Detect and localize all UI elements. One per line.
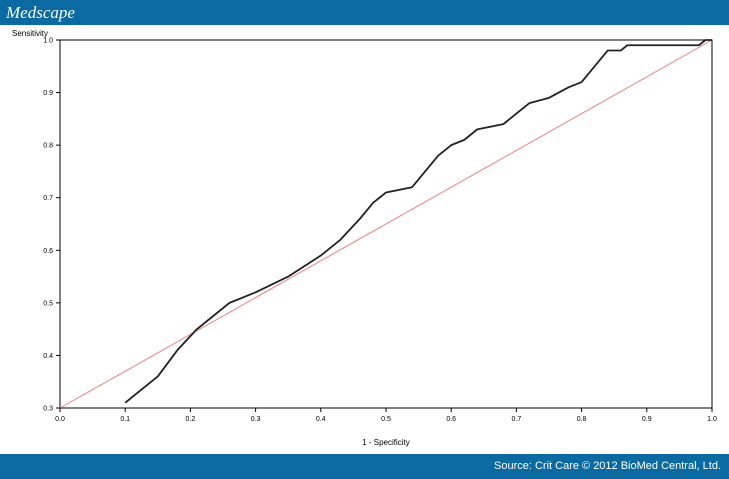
roc-curve-group [124, 39, 712, 404]
bottom-banner: Source: Crit Care © 2012 BioMed Central,… [0, 454, 729, 479]
y-tick-label: 0.4 [43, 353, 53, 360]
x-tick-label: 0.3 [251, 416, 261, 423]
y-axis-label: Sensitivity [12, 29, 48, 38]
x-tick-label: 0.0 [55, 416, 65, 423]
x-tick-label: 0.4 [316, 416, 326, 423]
source-credit: Source: Crit Care © 2012 BioMed Central,… [494, 460, 721, 472]
reference-line-group [59, 39, 713, 409]
roc-curve-line [124, 39, 712, 404]
x-tick-label: 0.7 [512, 416, 522, 423]
y-tick-label: 0.7 [43, 195, 53, 202]
x-tick-label: 0.8 [577, 416, 587, 423]
roc-chart: 0.0 0.1 0.2 0.3 0.4 0.5 0.6 0.7 0.8 0.9 1.0 0.3 0.4… [12, 29, 717, 447]
x-axis-ticks: 0.0 0.1 0.2 0.3 0.4 0.5 0.6 0.7 0.8 0.9 1.0 [55, 408, 717, 423]
y-tick-label: 0.8 [43, 143, 53, 150]
x-axis-label: 1 - Specificity [362, 438, 410, 447]
x-tick-label: 1.0 [707, 416, 717, 423]
x-tick-label: 0.9 [642, 416, 652, 423]
y-axis-ticks: 0.3 0.4 0.5 0.6 0.7 0.8 0.9 1.0 [43, 38, 60, 413]
x-tick-label: 0.6 [446, 416, 456, 423]
y-tick-label: 0.6 [43, 248, 53, 255]
y-tick-label: 1.0 [43, 38, 53, 45]
reference-line [59, 39, 713, 409]
x-tick-label: 0.2 [186, 416, 196, 423]
x-tick-label: 0.5 [381, 416, 391, 423]
y-tick-label: 0.9 [43, 90, 53, 97]
top-banner: Medscape [0, 0, 729, 25]
x-tick-label: 0.1 [120, 416, 130, 423]
medscape-logo: Medscape [6, 3, 75, 22]
y-tick-label: 0.5 [43, 300, 53, 307]
y-tick-label: 0.3 [43, 406, 53, 413]
